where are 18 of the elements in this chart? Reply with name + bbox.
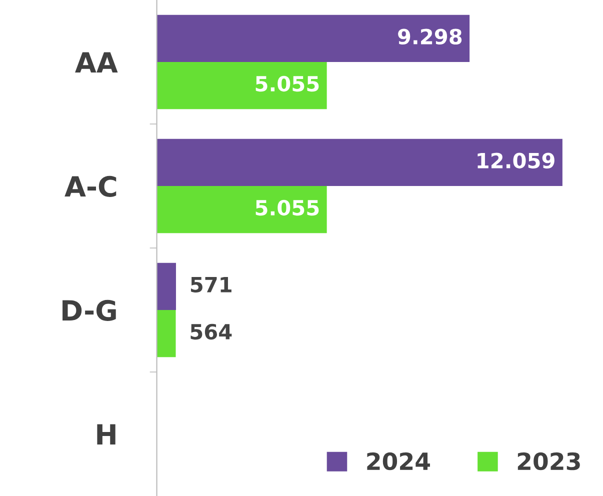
data-label: 12.059 xyxy=(478,152,554,168)
bar xyxy=(156,262,176,310)
bar xyxy=(156,310,176,358)
y-tick-label: H xyxy=(97,424,116,445)
bar xyxy=(156,14,470,62)
legend-label: 2023 xyxy=(518,452,580,470)
legend-label: 2024 xyxy=(367,452,430,470)
y-tick-label: A-C xyxy=(64,176,116,197)
data-label: 571 xyxy=(190,277,232,292)
bar xyxy=(156,138,562,186)
y-tick-label: AA xyxy=(75,52,118,73)
bar xyxy=(156,62,327,110)
y-tick-label: D-G xyxy=(62,300,116,321)
data-label: 5.055 xyxy=(256,200,319,216)
data-label: 5.055 xyxy=(256,76,319,92)
data-label: 564 xyxy=(190,324,232,340)
bar xyxy=(156,186,327,234)
data-label: 9.298 xyxy=(398,28,462,44)
